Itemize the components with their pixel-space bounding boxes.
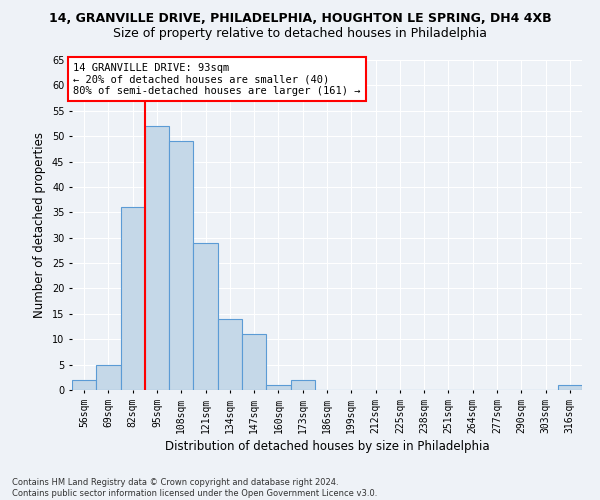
Bar <box>121 207 145 390</box>
Bar <box>169 141 193 390</box>
Text: Contains HM Land Registry data © Crown copyright and database right 2024.
Contai: Contains HM Land Registry data © Crown c… <box>12 478 377 498</box>
Bar <box>266 385 290 390</box>
Bar <box>145 126 169 390</box>
Text: Size of property relative to detached houses in Philadelphia: Size of property relative to detached ho… <box>113 28 487 40</box>
X-axis label: Distribution of detached houses by size in Philadelphia: Distribution of detached houses by size … <box>164 440 490 453</box>
Text: 14 GRANVILLE DRIVE: 93sqm
← 20% of detached houses are smaller (40)
80% of semi-: 14 GRANVILLE DRIVE: 93sqm ← 20% of detac… <box>73 62 361 96</box>
Y-axis label: Number of detached properties: Number of detached properties <box>34 132 46 318</box>
Bar <box>558 385 582 390</box>
Text: 14, GRANVILLE DRIVE, PHILADELPHIA, HOUGHTON LE SPRING, DH4 4XB: 14, GRANVILLE DRIVE, PHILADELPHIA, HOUGH… <box>49 12 551 26</box>
Bar <box>242 334 266 390</box>
Bar <box>218 319 242 390</box>
Bar <box>96 364 121 390</box>
Bar <box>193 243 218 390</box>
Bar <box>290 380 315 390</box>
Bar <box>72 380 96 390</box>
